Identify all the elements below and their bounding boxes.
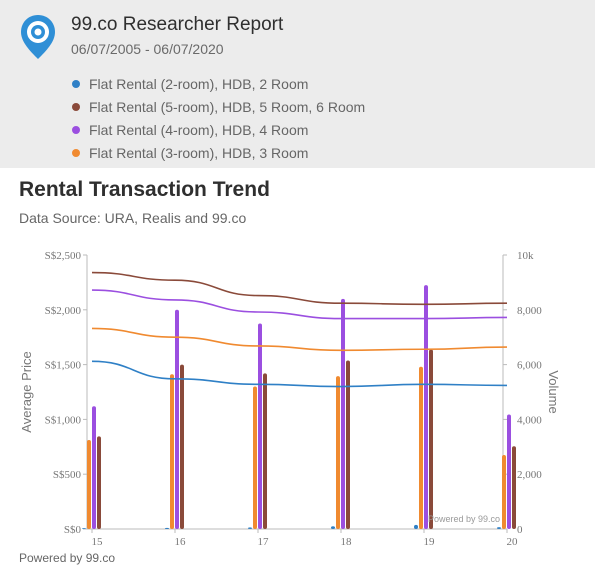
price-line [91,289,508,320]
volume-bar [507,414,511,529]
legend-color-dot [72,79,80,88]
y2-tick-label: 0 [517,524,523,536]
price-line [91,271,508,306]
y-tick-label: S$2,000 [45,305,82,317]
x-tick-label: 15 [92,536,104,548]
volume-bar [502,455,506,529]
volume-bar [346,360,350,529]
volume-bar [87,439,91,529]
legend-item[interactable]: Flat Rental (2-room), HDB, 2 Room [72,72,365,95]
chart-data-source: Data Source: URA, Realis and 99.co [19,210,247,226]
location-pin-icon [21,15,55,59]
report-title: 99.co Researcher Report [71,14,284,35]
y2-axis-title: Volume [546,370,561,413]
y-tick-label: S$0 [64,524,82,536]
volume-bar [175,309,179,529]
volume-bar [263,373,267,529]
volume-bar [82,528,86,529]
x-tick-label: 20 [507,536,519,548]
volume-bar [180,364,184,529]
footer-powered-by: Powered by 99.co [19,551,116,565]
volume-bar [341,298,345,529]
y2-tick-label: 6,000 [517,360,542,372]
x-tick-label: 17 [258,536,270,548]
volume-bar [258,323,262,529]
chart-title: Rental Transaction Trend [19,178,270,201]
report-header: 99.co Researcher Report 06/07/2005 - 06/… [0,0,595,168]
volume-bar [165,527,169,529]
volume-bar [424,285,428,529]
volume-bar [336,376,340,529]
price-line [91,327,508,352]
legend-label: Flat Rental (3-room), HDB, 3 Room [89,144,309,161]
y2-tick-label: 10k [517,250,534,262]
price-line [91,360,508,388]
volume-bar [253,386,257,529]
y-tick-label: S$500 [53,469,82,481]
volume-bar [170,374,174,529]
report-date-range: 06/07/2005 - 06/07/2020 [71,41,224,57]
volume-bar [419,366,423,529]
y-tick-label: S$1,500 [45,360,82,372]
legend-item[interactable]: Flat Rental (3-room), HDB, 3 Room [72,141,365,164]
chart-watermark: Powered by 99.co [428,514,500,524]
y-axis-title: Average Price [19,351,34,432]
legend-item[interactable]: Flat Rental (5-room), HDB, 5 Room, 6 Roo… [72,95,365,118]
legend-item[interactable]: Flat Rental (4-room), HDB, 4 Room [72,118,365,141]
volume-bar [92,406,96,529]
y-tick-label: S$1,000 [45,414,82,426]
y2-tick-label: 2,000 [517,469,542,481]
y2-tick-label: 8,000 [517,305,542,317]
legend-color-dot [72,125,80,134]
legend-label: Flat Rental (2-room), HDB, 2 Room [89,75,309,92]
volume-bar [414,524,418,529]
chart-legend: Flat Rental (2-room), HDB, 2 Room Flat R… [72,72,365,164]
volume-bar [497,527,501,529]
volume-bar [97,436,101,529]
x-tick-label: 19 [424,536,436,548]
volume-bar [512,446,516,529]
x-tick-label: 18 [341,536,353,548]
x-tick-label: 16 [175,536,187,548]
legend-label: Flat Rental (5-room), HDB, 5 Room, 6 Roo… [89,98,366,115]
volume-bar [429,349,433,529]
volume-bar [248,527,252,529]
y2-tick-label: 4,000 [517,414,542,426]
y-tick-label: S$2,500 [45,250,82,262]
legend-color-dot [72,148,80,157]
legend-color-dot [72,102,80,111]
legend-label: Flat Rental (4-room), HDB, 4 Room [89,121,309,138]
volume-bar [331,526,335,529]
